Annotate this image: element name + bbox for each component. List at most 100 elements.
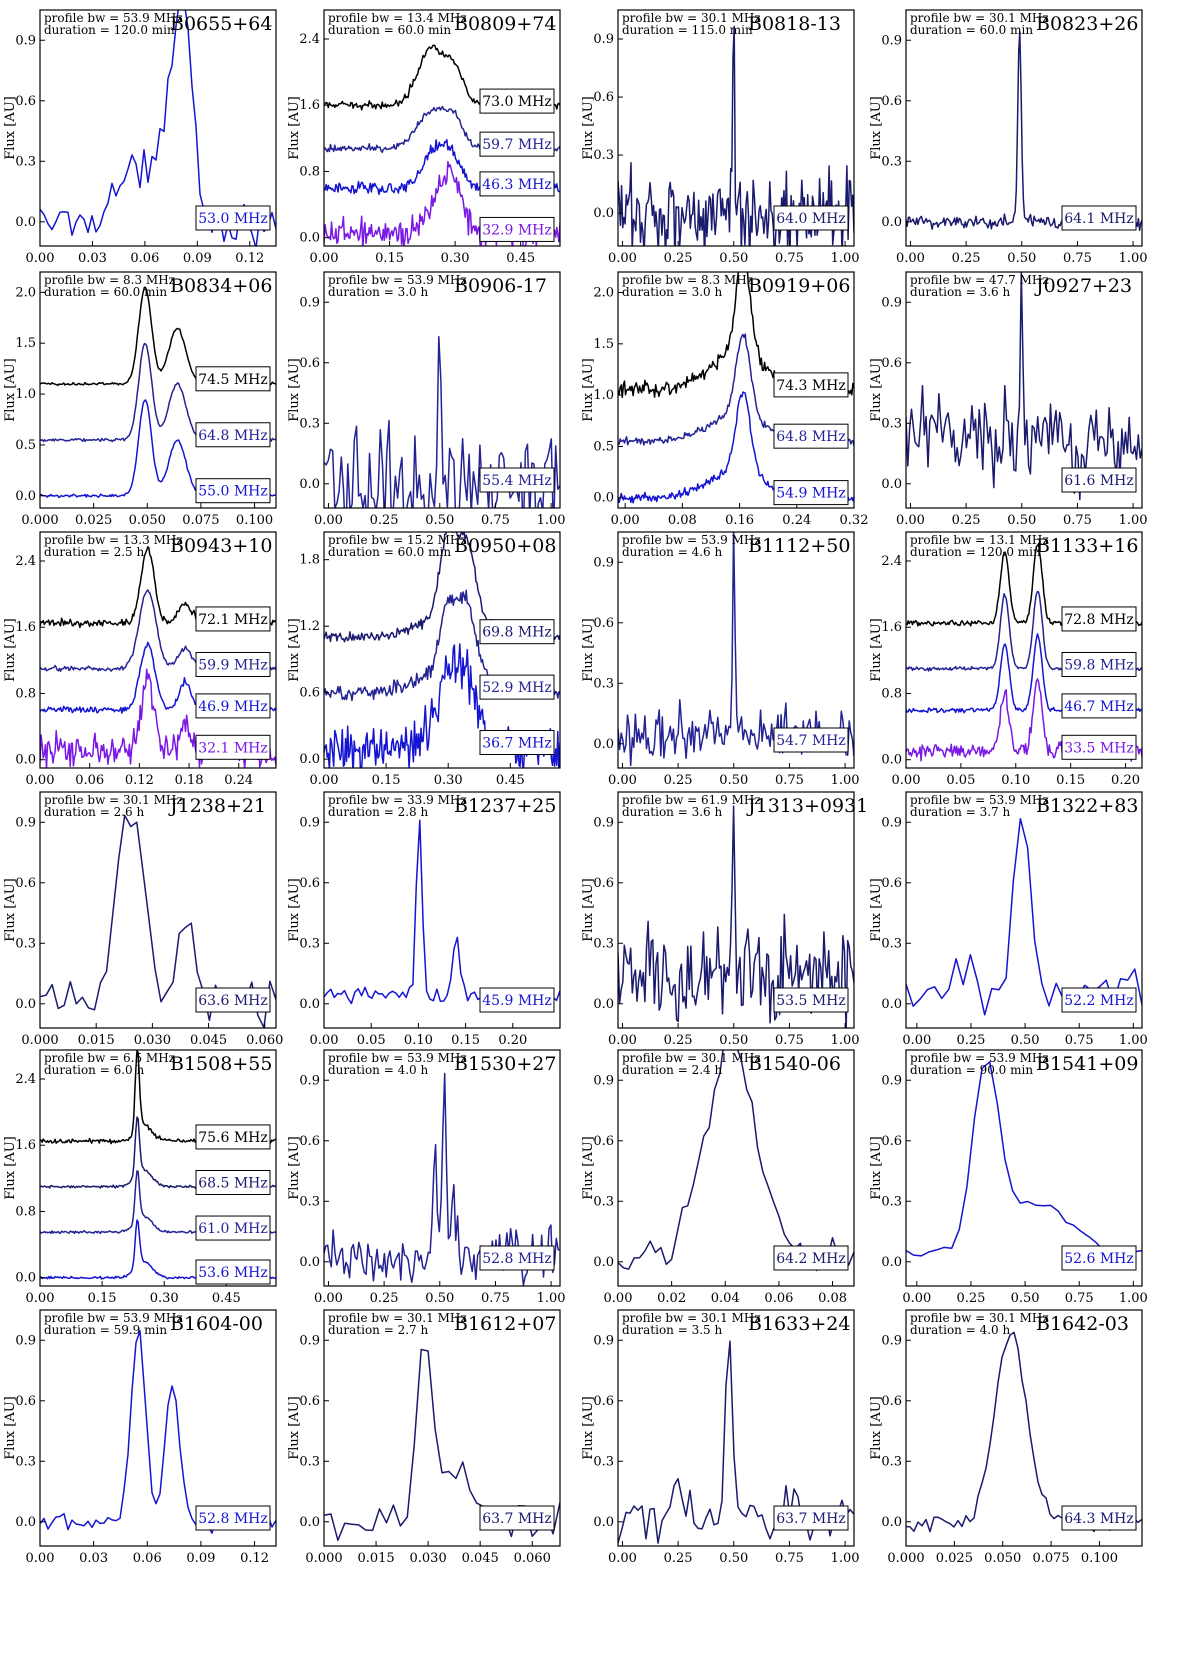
y-tick-label: 0.3: [15, 1454, 36, 1469]
frequency-box: [479, 674, 555, 700]
x-tick-label: 0.05: [946, 773, 975, 788]
y-tick-label: 0.6: [299, 1394, 320, 1409]
frequency-box: [195, 734, 271, 760]
y-tick-label: 0.3: [593, 1454, 614, 1469]
plot-frame: [323, 531, 561, 769]
frequency-box: [1061, 693, 1137, 719]
x-tick-label: 0.015: [357, 1551, 394, 1566]
y-axis-label: Flux [AU]: [581, 618, 596, 682]
plot-frame: [905, 9, 1143, 247]
plot-frame: [323, 791, 561, 1029]
y-tick-label: 0.6: [299, 1134, 320, 1149]
y-tick-label: 0.6: [881, 356, 902, 371]
pulsar-name: B0906-17: [454, 275, 547, 297]
panel-B0818-13: 0.00 0.25 0.50 0.75 1.00 0.0 0.3 0.6 0.9 Flux [AU…: [581, 9, 860, 266]
y-axis-label: Flux [AU]: [3, 1136, 18, 1200]
duration: duration = 3.0 h: [622, 285, 722, 299]
y-tick-label: 0.0: [299, 1255, 320, 1270]
y-tick-label: 0.6: [593, 1134, 614, 1149]
x-tick-label: 0.000: [21, 1033, 58, 1048]
x-tick-label: 0.09: [183, 251, 212, 266]
series-line-53.0-MHz: [40, 10, 276, 246]
profile-bw: profile bw = 13.4 MHz: [328, 11, 467, 25]
y-tick-label: 0.5: [15, 438, 36, 453]
series-line-52.6-MHz: [906, 1061, 1142, 1257]
plot-frame: [617, 9, 855, 247]
y-tick-label: 2.4: [15, 1072, 36, 1087]
y-tick-label: 0.0: [881, 477, 902, 492]
y-tick-label: 0.3: [299, 1454, 320, 1469]
x-tick-label: 0.15: [88, 1291, 117, 1306]
y-tick-label: 0.0: [593, 737, 614, 752]
y-tick-label: 0.9: [299, 1333, 320, 1348]
plot-frame: [323, 1049, 561, 1287]
x-tick-label: 0.00: [611, 513, 640, 528]
frequency-label: 55.4 MHz: [482, 473, 552, 489]
y-axis-label: Flux [AU]: [869, 1396, 884, 1460]
x-tick-label: 0.00: [26, 1551, 55, 1566]
x-tick-label: 0.50: [425, 513, 454, 528]
profile-bw: profile bw = 13.1 MHz: [910, 533, 1049, 547]
y-axis-label: Flux [AU]: [869, 96, 884, 160]
x-tick-label: 0.25: [664, 773, 693, 788]
panel-B1540-06: 0.00 0.02 0.04 0.06 0.08 0.0 0.3 0.6 0.9 Flux [AU…: [581, 1049, 855, 1306]
x-tick-label: 0.05: [357, 1033, 386, 1048]
x-tick-label: 0.030: [134, 1033, 171, 1048]
frequency-box: [1061, 734, 1137, 760]
profile-bw: profile bw = 53.9 MHz: [910, 793, 1049, 807]
y-tick-label: 0.3: [299, 416, 320, 431]
frequency-label: 46.3 MHz: [482, 177, 552, 193]
duration: duration = 4.6 h: [622, 545, 722, 559]
x-tick-label: 0.75: [1063, 513, 1092, 528]
x-tick-label: 0.30: [434, 773, 463, 788]
pulsar-name: B1112+50: [748, 535, 850, 557]
duration: duration = 4.0 h: [910, 1323, 1010, 1337]
x-tick-label: 0.75: [775, 251, 804, 266]
frequency-box: [773, 423, 849, 449]
y-tick-label: 0.8: [15, 1204, 36, 1219]
frequency-label: 52.8 MHz: [198, 1511, 268, 1527]
x-tick-label: 0.06: [130, 251, 159, 266]
y-axis-label: Flux [AU]: [581, 1396, 596, 1460]
pulsar-name: B0823+26: [1036, 13, 1138, 35]
plot-frame: [905, 271, 1143, 509]
frequency-label: 52.8 MHz: [482, 1251, 552, 1267]
frequency-box: [479, 1505, 555, 1531]
x-tick-label: 0.00: [310, 1033, 339, 1048]
x-tick-label: 1.00: [537, 513, 566, 528]
profile-bw: profile bw = 15.2 MHz: [328, 533, 467, 547]
y-axis-label: Flux [AU]: [287, 1396, 302, 1460]
profile-bw: profile bw = 30.1 MHz: [328, 1311, 467, 1325]
y-tick-label: 0.6: [299, 876, 320, 891]
x-tick-label: 0.12: [240, 1551, 269, 1566]
x-tick-label: 0.00: [608, 1033, 637, 1048]
y-tick-label: 0.0: [15, 1271, 36, 1286]
profile-bw: profile bw = 30.1 MHz: [622, 11, 761, 25]
y-axis-label: Flux [AU]: [869, 358, 884, 422]
frequency-label: 54.7 MHz: [776, 733, 846, 749]
y-tick-label: 0.9: [593, 32, 614, 47]
frequency-label: 32.1 MHz: [198, 740, 268, 756]
y-tick-label: 0.8: [15, 686, 36, 701]
x-tick-label: 0.00: [26, 251, 55, 266]
y-tick-label: 0.0: [15, 1515, 36, 1530]
y-tick-label: 0.9: [881, 33, 902, 48]
pulsar-name: B0655+64: [170, 13, 272, 35]
x-tick-label: 0.025: [75, 513, 112, 528]
frequency-box: [195, 1505, 271, 1531]
y-tick-label: 0.3: [881, 1194, 902, 1209]
panel-B0834+06: 0.000 0.025 0.050 0.075 0.100 0.0 0.5 1.0 1.5 2.0…: [3, 271, 277, 528]
profile-bw: profile bw = 61.9 MHz: [622, 793, 761, 807]
y-tick-label: 1.6: [881, 620, 902, 635]
panel-J1238+21: 0.000 0.015 0.030 0.045 0.060 0.0 0.3 0.6 0.9 Flu…: [3, 791, 283, 1048]
x-tick-label: 0.00: [896, 513, 925, 528]
pulsar-name: B1133+16: [1036, 535, 1138, 557]
y-tick-label: 0.9: [299, 815, 320, 830]
y-tick-label: 0.0: [593, 1255, 614, 1270]
y-axis-label: Flux [AU]: [581, 358, 596, 422]
panel-B1612+07: 0.000 0.015 0.030 0.045 0.060 0.0 0.3 0.6 0.9 Flu…: [287, 1309, 561, 1566]
y-tick-label: 0.0: [881, 215, 902, 230]
frequency-label: 52.9 MHz: [482, 680, 552, 696]
y-axis-label: Flux [AU]: [869, 878, 884, 942]
x-tick-label: 0.00: [896, 251, 925, 266]
